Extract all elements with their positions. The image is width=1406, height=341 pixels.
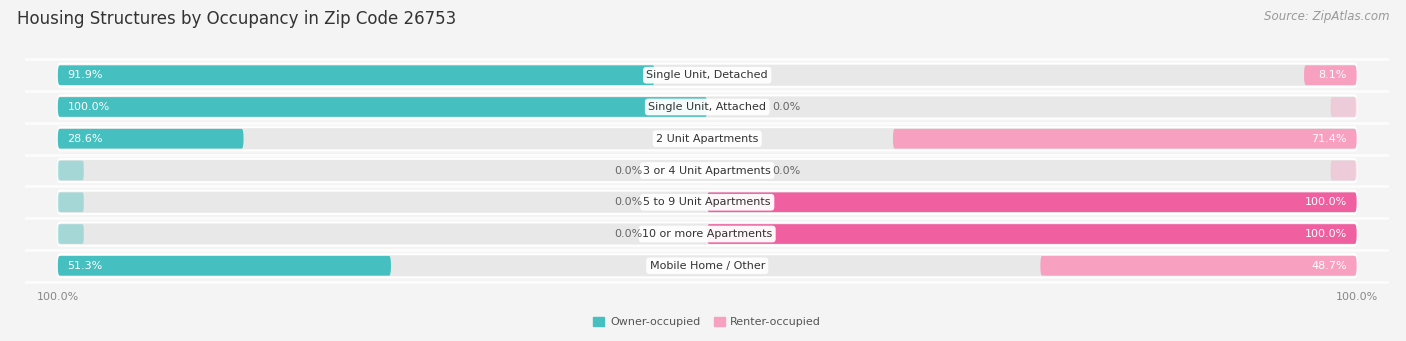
FancyBboxPatch shape [58,159,1357,182]
FancyBboxPatch shape [707,192,1357,212]
FancyBboxPatch shape [58,127,1357,150]
FancyBboxPatch shape [58,224,84,244]
Text: 0.0%: 0.0% [614,165,643,176]
FancyBboxPatch shape [58,65,655,85]
FancyBboxPatch shape [58,222,1357,246]
FancyBboxPatch shape [893,129,1357,149]
Text: 100.0%: 100.0% [1305,197,1347,207]
Text: Single Unit, Detached: Single Unit, Detached [647,70,768,80]
FancyBboxPatch shape [707,224,1357,244]
FancyBboxPatch shape [58,97,707,117]
FancyBboxPatch shape [1040,256,1357,276]
Text: 0.0%: 0.0% [614,229,643,239]
Text: 10 or more Apartments: 10 or more Apartments [643,229,772,239]
Text: 0.0%: 0.0% [772,102,800,112]
FancyBboxPatch shape [58,254,1357,277]
Text: 8.1%: 8.1% [1319,70,1347,80]
Text: 91.9%: 91.9% [67,70,103,80]
Text: 51.3%: 51.3% [67,261,103,271]
Text: Mobile Home / Other: Mobile Home / Other [650,261,765,271]
Legend: Owner-occupied, Renter-occupied: Owner-occupied, Renter-occupied [589,313,825,332]
Text: Single Unit, Attached: Single Unit, Attached [648,102,766,112]
Text: 0.0%: 0.0% [772,165,800,176]
Text: 100.0%: 100.0% [67,102,110,112]
FancyBboxPatch shape [1330,97,1357,117]
FancyBboxPatch shape [1330,161,1357,180]
FancyBboxPatch shape [58,192,84,212]
FancyBboxPatch shape [58,256,391,276]
Text: 3 or 4 Unit Apartments: 3 or 4 Unit Apartments [644,165,770,176]
Text: 5 to 9 Unit Apartments: 5 to 9 Unit Apartments [644,197,770,207]
FancyBboxPatch shape [58,161,84,180]
Text: 48.7%: 48.7% [1312,261,1347,271]
Text: Housing Structures by Occupancy in Zip Code 26753: Housing Structures by Occupancy in Zip C… [17,10,456,28]
Text: 28.6%: 28.6% [67,134,103,144]
FancyBboxPatch shape [58,191,1357,214]
Text: 2 Unit Apartments: 2 Unit Apartments [657,134,758,144]
FancyBboxPatch shape [58,95,1357,119]
Text: 0.0%: 0.0% [614,197,643,207]
Text: Source: ZipAtlas.com: Source: ZipAtlas.com [1264,10,1389,23]
FancyBboxPatch shape [1303,65,1357,85]
FancyBboxPatch shape [58,129,243,149]
Text: 100.0%: 100.0% [1305,229,1347,239]
Text: 71.4%: 71.4% [1312,134,1347,144]
FancyBboxPatch shape [58,64,1357,87]
